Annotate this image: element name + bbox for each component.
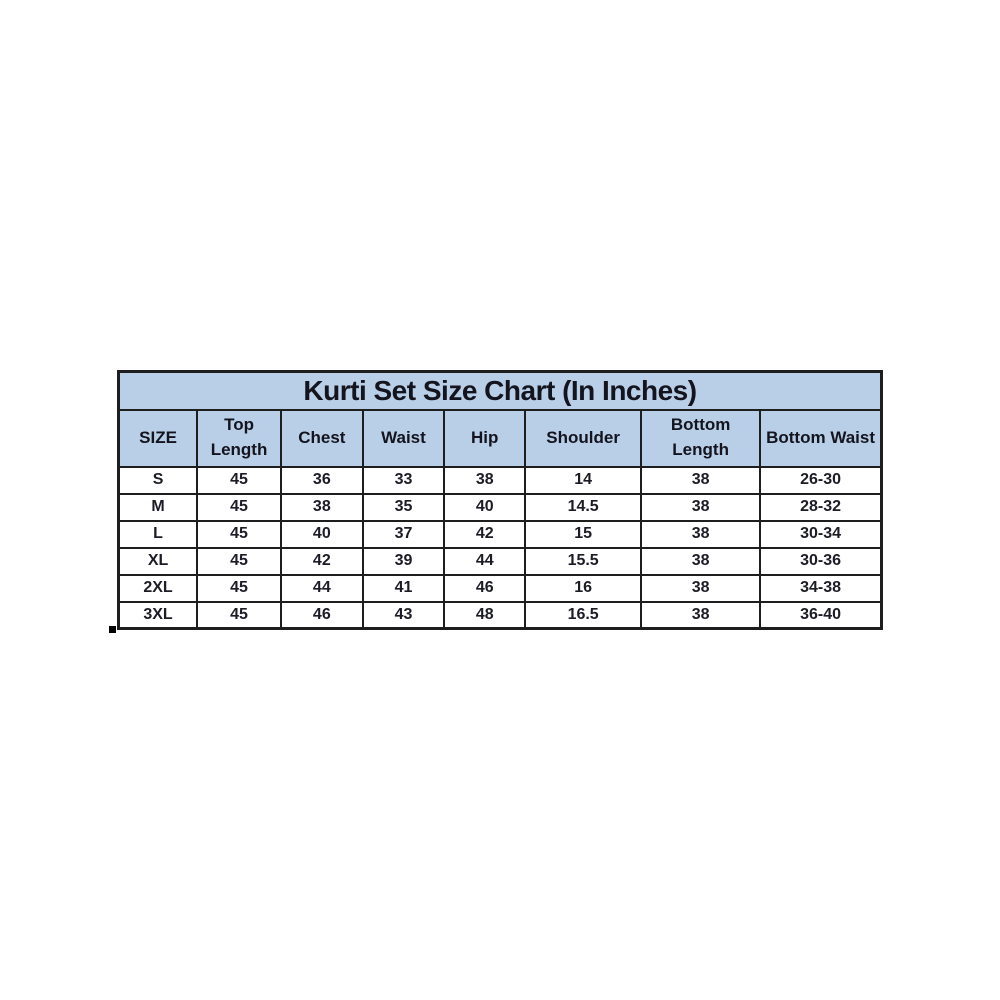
size-chart-table: Kurti Set Size Chart (In Inches) SIZE To… bbox=[117, 370, 883, 630]
value-cell: 46 bbox=[443, 573, 527, 603]
table-row-2xl: 2XL 45 44 41 46 16 38 34-38 bbox=[117, 573, 883, 603]
size-cell: 2XL bbox=[117, 573, 199, 603]
column-header-size: SIZE bbox=[117, 408, 199, 468]
column-header-bottom-waist: Bottom Waist bbox=[759, 408, 883, 468]
value-cell: 43 bbox=[361, 600, 446, 630]
table-resize-handle-dot bbox=[109, 626, 116, 633]
value-cell: 34-38 bbox=[759, 573, 883, 603]
value-cell: 42 bbox=[443, 519, 527, 549]
column-header-top-length: Top Length bbox=[196, 408, 282, 468]
column-header-shoulder: Shoulder bbox=[524, 408, 643, 468]
value-cell: 44 bbox=[443, 546, 527, 576]
table-row-s: S 45 36 33 38 14 38 26-30 bbox=[117, 465, 883, 495]
table-row-3xl: 3XL 45 46 43 48 16.5 38 36-40 bbox=[117, 600, 883, 630]
table-row-xl: XL 45 42 39 44 15.5 38 30-36 bbox=[117, 546, 883, 576]
value-cell: 30-34 bbox=[759, 519, 883, 549]
value-cell: 35 bbox=[361, 492, 446, 522]
value-cell: 30-36 bbox=[759, 546, 883, 576]
size-cell: 3XL bbox=[117, 600, 199, 630]
column-header-chest: Chest bbox=[280, 408, 364, 468]
size-cell: L bbox=[117, 519, 199, 549]
value-cell: 45 bbox=[196, 519, 282, 549]
value-cell: 40 bbox=[443, 492, 527, 522]
value-cell: 46 bbox=[280, 600, 364, 630]
value-cell: 45 bbox=[196, 573, 282, 603]
value-cell: 38 bbox=[640, 573, 762, 603]
value-cell: 15 bbox=[524, 519, 643, 549]
value-cell: 39 bbox=[361, 546, 446, 576]
value-cell: 44 bbox=[280, 573, 364, 603]
table-title: Kurti Set Size Chart (In Inches) bbox=[117, 370, 883, 411]
header-row: SIZE Top Length Chest Waist Hip Shoulder… bbox=[117, 408, 883, 468]
value-cell: 37 bbox=[361, 519, 446, 549]
value-cell: 38 bbox=[640, 465, 762, 495]
value-cell: 40 bbox=[280, 519, 364, 549]
table-row-l: L 45 40 37 42 15 38 30-34 bbox=[117, 519, 883, 549]
column-header-hip: Hip bbox=[443, 408, 527, 468]
value-cell: 14.5 bbox=[524, 492, 643, 522]
value-cell: 16.5 bbox=[524, 600, 643, 630]
value-cell: 45 bbox=[196, 546, 282, 576]
value-cell: 45 bbox=[196, 600, 282, 630]
value-cell: 41 bbox=[361, 573, 446, 603]
value-cell: 26-30 bbox=[759, 465, 883, 495]
column-header-waist: Waist bbox=[361, 408, 446, 468]
value-cell: 42 bbox=[280, 546, 364, 576]
value-cell: 36-40 bbox=[759, 600, 883, 630]
value-cell: 45 bbox=[196, 465, 282, 495]
value-cell: 33 bbox=[361, 465, 446, 495]
value-cell: 38 bbox=[280, 492, 364, 522]
value-cell: 38 bbox=[640, 546, 762, 576]
value-cell: 48 bbox=[443, 600, 527, 630]
value-cell: 28-32 bbox=[759, 492, 883, 522]
size-cell: XL bbox=[117, 546, 199, 576]
table-row-m: M 45 38 35 40 14.5 38 28-32 bbox=[117, 492, 883, 522]
value-cell: 16 bbox=[524, 573, 643, 603]
value-cell: 38 bbox=[640, 600, 762, 630]
value-cell: 36 bbox=[280, 465, 364, 495]
value-cell: 38 bbox=[443, 465, 527, 495]
value-cell: 45 bbox=[196, 492, 282, 522]
value-cell: 38 bbox=[640, 492, 762, 522]
title-row: Kurti Set Size Chart (In Inches) bbox=[117, 370, 883, 411]
value-cell: 14 bbox=[524, 465, 643, 495]
size-cell: M bbox=[117, 492, 199, 522]
value-cell: 15.5 bbox=[524, 546, 643, 576]
size-cell: S bbox=[117, 465, 199, 495]
size-chart-container: Kurti Set Size Chart (In Inches) SIZE To… bbox=[109, 370, 883, 633]
column-header-bottom-length: Bottom Length bbox=[640, 408, 762, 468]
value-cell: 38 bbox=[640, 519, 762, 549]
